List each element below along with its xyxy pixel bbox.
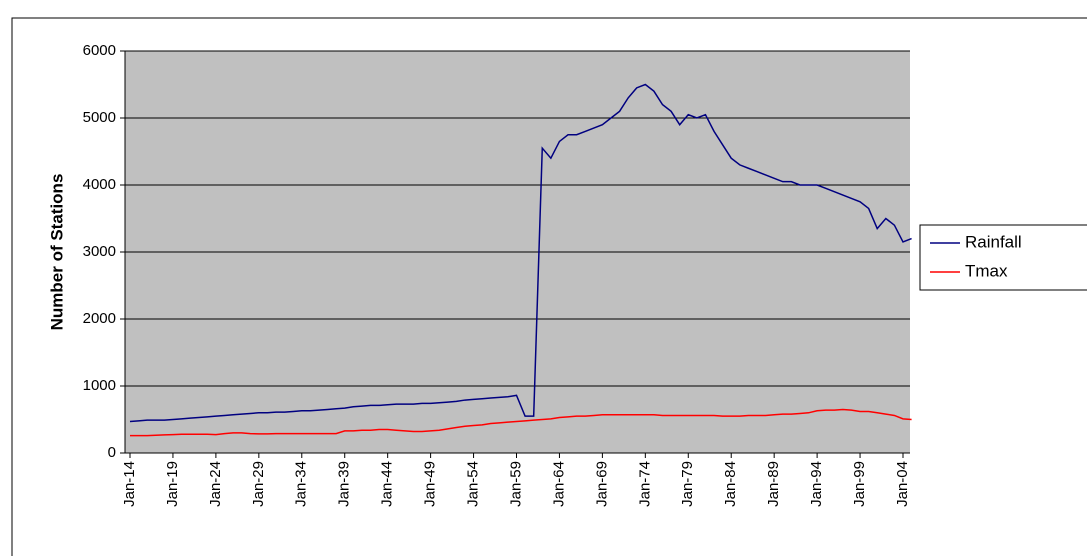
- x-tick-label: Jan-29: [250, 461, 267, 507]
- x-tick-label: Jan-94: [808, 461, 825, 507]
- x-tick-label: Jan-64: [550, 461, 567, 507]
- x-tick-label: Jan-44: [379, 461, 396, 507]
- x-tick-label: Jan-14: [121, 461, 138, 507]
- y-tick-label: 3000: [83, 243, 116, 260]
- series-line: [129, 83, 912, 423]
- x-tick-label: Jan-04: [894, 461, 911, 507]
- x-tick-label: Jan-49: [422, 461, 439, 507]
- y-axis-label: Number of Stations: [47, 174, 66, 331]
- y-tick-label: 5000: [83, 109, 116, 126]
- x-tick-label: Jan-69: [593, 461, 610, 507]
- x-tick-label: Jan-74: [636, 461, 653, 507]
- x-tick-label: Jan-19: [164, 461, 181, 507]
- x-tick-label: Jan-79: [679, 461, 696, 507]
- series-line: [130, 408, 912, 437]
- x-tick-label: Jan-54: [465, 461, 482, 507]
- x-tick-label: Jan-39: [336, 461, 353, 507]
- y-tick-label: 2000: [83, 310, 116, 327]
- y-tick-label: 0: [108, 444, 116, 461]
- x-tick-label: Jan-84: [722, 461, 739, 507]
- legend-box: [919, 224, 1087, 291]
- y-tick-label: 4000: [83, 176, 116, 193]
- y-tick-label: 6000: [83, 42, 116, 59]
- x-tick-label: Jan-99: [851, 461, 868, 507]
- x-tick-label: Jan-89: [765, 461, 782, 507]
- x-tick-label: Jan-34: [293, 461, 310, 507]
- y-tick-label: 1000: [83, 377, 116, 394]
- legend-label: Rainfall: [965, 232, 1022, 251]
- x-tick-label: Jan-24: [207, 461, 224, 507]
- x-tick-label: Jan-59: [507, 461, 524, 507]
- legend-label: Tmax: [965, 261, 1008, 280]
